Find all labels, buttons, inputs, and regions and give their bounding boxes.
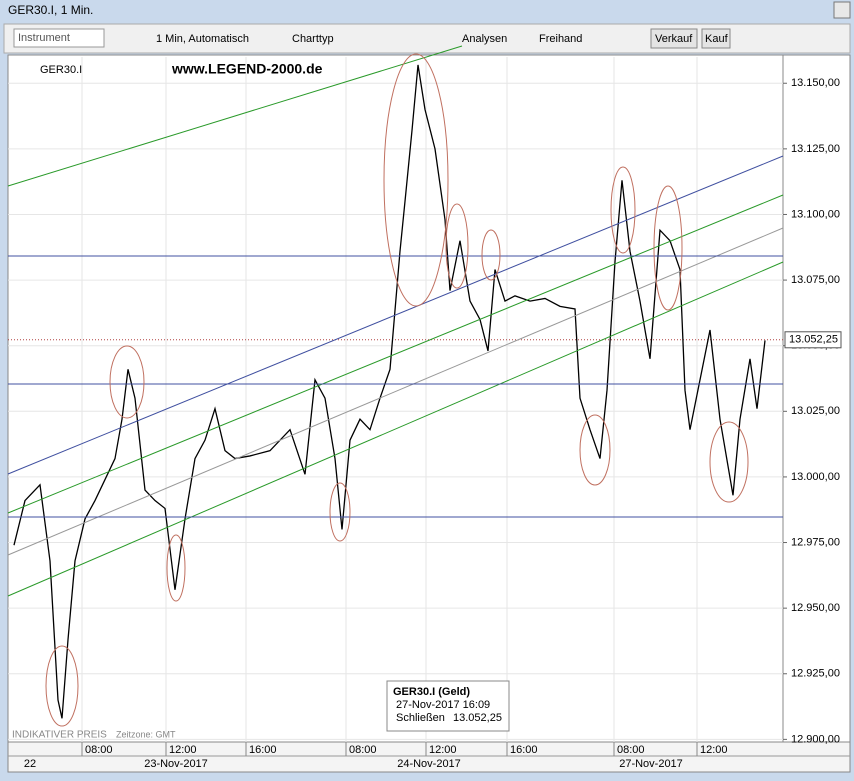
price-axis [782, 54, 851, 743]
y-tick-label: 13.075,00 [791, 274, 840, 286]
freihand-button[interactable]: Freihand [539, 33, 582, 45]
y-tick-label: 12.950,00 [791, 602, 840, 614]
trend-line [7, 227, 784, 556]
ellipse [383, 53, 449, 307]
x-tick-label: 12:00 [169, 744, 197, 756]
watermark: www.LEGEND-2000.de [171, 61, 323, 77]
trend-line [7, 155, 784, 475]
x-tick-label: 12:00 [700, 744, 728, 756]
trend-line [7, 261, 784, 597]
x-tick-label: 08:00 [617, 744, 645, 756]
y-tick-label: 13.000,00 [791, 471, 840, 483]
ellipse [610, 166, 636, 254]
tooltip-close: 13.052,25 [453, 712, 502, 724]
close-button[interactable] [833, 1, 851, 19]
x-tick-label: 16:00 [510, 744, 538, 756]
window-title: GER30.I, 1 Min. [8, 3, 93, 17]
price-line [13, 64, 766, 719]
instrument-input[interactable] [13, 28, 105, 48]
date-label: 22 [24, 758, 36, 770]
verkauf-box[interactable] [650, 28, 698, 49]
y-tick-label: 12.900,00 [791, 733, 840, 745]
ellipse [445, 203, 469, 289]
chart: 12.900,00 12.925,00 12.950,00 12.975,00 13.0… [8, 57, 842, 770]
ellipse [329, 482, 351, 542]
x-tick-label: 16:00 [249, 744, 277, 756]
ellipse [45, 645, 79, 727]
y-tick-label: 13.150,00 [791, 77, 840, 89]
ellipse [579, 414, 611, 486]
y-tick-label: 13.025,00 [791, 405, 840, 417]
x-tick-label: 12:00 [429, 744, 457, 756]
trend-line [7, 45, 463, 187]
plot-area [7, 54, 784, 743]
y-tick-label: 12.925,00 [791, 668, 840, 680]
time-axis [7, 741, 851, 773]
last-price-label: 13.052,25 [789, 334, 838, 346]
kauf-box[interactable] [701, 28, 731, 49]
ellipse [109, 345, 145, 419]
timezone: Zeitzone: GMT [116, 729, 176, 739]
y-tick-label: 13.100,00 [791, 208, 840, 220]
ellipse [166, 534, 186, 602]
tooltip-close-label: Schließen [396, 712, 445, 724]
x-tick-label: 08:00 [85, 744, 113, 756]
tooltip-title: GER30.I (Geld) [393, 686, 470, 698]
analysen-button[interactable]: Analysen [462, 33, 507, 45]
footer-note: INDIKATIVER PREIS [12, 730, 107, 741]
date-label: 23-Nov-2017 [144, 758, 208, 770]
interval-button[interactable]: 1 Min, Automatisch [156, 33, 249, 45]
ellipse [709, 421, 749, 503]
y-tick-label: 13.125,00 [791, 143, 840, 155]
ellipse [481, 229, 501, 281]
tooltip [386, 680, 510, 732]
verkauf-button[interactable]: Verkauf [655, 33, 693, 45]
legend-entry: GER30.I [40, 64, 82, 76]
x-tick-label: 08:00 [349, 744, 377, 756]
charttype-button[interactable]: Charttyp [292, 33, 334, 45]
tooltip-time: 27-Nov-2017 16:09 [396, 699, 490, 711]
instrument-label: Instrument [18, 32, 70, 44]
drawings [7, 45, 784, 727]
y-tick-label: 12.975,00 [791, 536, 840, 548]
last-price-box [784, 331, 842, 349]
kauf-button[interactable]: Kauf [705, 33, 729, 45]
ellipse [653, 185, 683, 311]
date-label: 27-Nov-2017 [619, 758, 683, 770]
date-label: 24-Nov-2017 [397, 758, 461, 770]
